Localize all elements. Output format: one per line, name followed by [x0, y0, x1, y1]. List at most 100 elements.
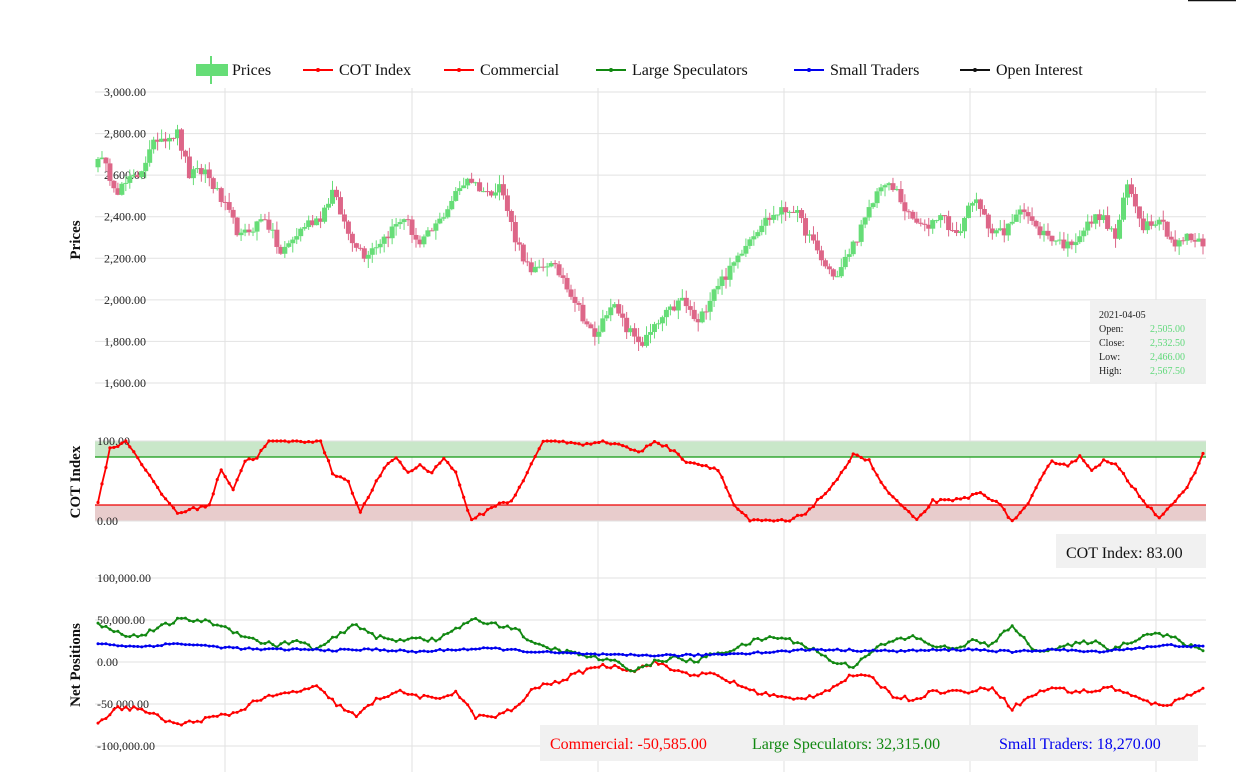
candle-body	[675, 300, 681, 311]
candle-body	[1081, 230, 1087, 237]
cot-point	[179, 510, 184, 515]
commercial-point	[366, 703, 370, 707]
small-traders-point	[116, 644, 120, 648]
candle-body	[222, 201, 228, 203]
cot-point	[943, 498, 947, 502]
candle-body	[632, 328, 638, 337]
large-speculators-point	[625, 667, 629, 671]
candle-body	[874, 191, 880, 204]
cot-point	[187, 507, 192, 512]
candle-body	[624, 317, 630, 333]
commercial-point	[851, 674, 855, 678]
candle-body	[489, 191, 495, 196]
large-speculators-point	[358, 627, 362, 631]
small-traders-point	[716, 652, 720, 656]
commercial-point	[195, 719, 199, 723]
commercial-point	[696, 674, 700, 678]
large-speculators-point	[875, 645, 879, 649]
candle-body	[814, 240, 820, 251]
large-speculators-point	[490, 621, 494, 625]
candle-body	[810, 234, 816, 241]
commercial-point	[299, 689, 303, 693]
commercial-point	[334, 704, 338, 708]
commercial-point	[295, 690, 299, 694]
candle-body	[496, 184, 502, 193]
large-speculators-point	[478, 619, 482, 623]
commercial-point	[676, 669, 680, 673]
small-traders-point	[319, 648, 323, 652]
cot-point	[537, 447, 541, 451]
commercial-point	[871, 676, 875, 680]
cot-point	[466, 508, 470, 512]
commercial-point	[712, 672, 716, 676]
large-speculators-point	[645, 663, 649, 667]
candle-body	[636, 336, 642, 343]
candle-body	[214, 188, 220, 190]
small-traders-point	[974, 647, 978, 651]
commercial-point	[752, 688, 756, 692]
small-traders-point	[462, 647, 466, 651]
commercial-point	[1137, 696, 1141, 700]
commercial-point	[1066, 690, 1070, 694]
cot-point	[1153, 512, 1157, 517]
commercial-point	[319, 687, 323, 691]
commercial-point	[450, 693, 454, 697]
cot-point	[601, 439, 605, 443]
candle-body	[210, 178, 216, 189]
small-traders-point	[700, 654, 704, 658]
large-speculators-point	[541, 644, 545, 648]
candle-body	[1196, 238, 1202, 242]
large-speculators-point	[736, 645, 740, 649]
candle-body	[365, 254, 371, 259]
cot-point	[1054, 461, 1058, 466]
small-traders-point	[804, 649, 808, 653]
cot-point	[740, 510, 744, 515]
cot-point	[497, 501, 502, 505]
large-speculators-point	[1070, 644, 1074, 648]
cot-point	[426, 469, 430, 473]
cot-point	[263, 444, 267, 449]
candle-body	[369, 248, 375, 255]
cot-point	[410, 469, 414, 473]
small-traders-point	[951, 647, 955, 651]
cot-point	[1070, 460, 1074, 464]
commercial-point	[1141, 698, 1145, 702]
cot-point	[780, 518, 784, 522]
commercial-point	[986, 688, 990, 692]
candle-body	[958, 231, 964, 234]
candle-body	[806, 234, 812, 236]
cot-point	[935, 500, 939, 505]
cot-point	[903, 506, 907, 510]
cot-point	[541, 439, 545, 443]
commercial-point	[887, 690, 891, 694]
cot-point	[684, 460, 688, 465]
cot-point	[474, 516, 478, 520]
large-speculators-point	[342, 631, 346, 635]
candle-body	[425, 230, 431, 237]
small-traders-point	[426, 650, 430, 654]
cot-point	[831, 481, 835, 486]
cot-point	[859, 455, 863, 460]
net-positions-readout-item: Commercial: -50,585.00	[550, 736, 707, 753]
commercial-point	[1042, 689, 1046, 693]
cot-point	[1201, 451, 1205, 456]
cot-point	[716, 468, 720, 473]
commercial-point	[982, 686, 986, 690]
small-traders-point	[490, 646, 494, 650]
commercial-point	[426, 694, 430, 698]
commercial-point	[597, 665, 601, 669]
candle-body	[282, 246, 288, 254]
cot-point	[1161, 512, 1165, 516]
large-speculators-point	[144, 633, 148, 637]
cot-point	[803, 512, 808, 516]
candle-body	[640, 342, 646, 346]
small-traders-point	[199, 643, 203, 647]
large-speculators-point	[128, 635, 132, 639]
commercial-point	[955, 688, 959, 692]
large-speculators-point	[1129, 641, 1133, 645]
cot-point	[334, 474, 339, 478]
small-traders-point	[1181, 644, 1185, 648]
large-speculators-point	[823, 654, 827, 658]
net-positions-tick-labels: 100,000.0050,000.000.00-50,000.00-100,00…	[97, 571, 155, 753]
price-tick-label: 1,600.00	[104, 376, 146, 390]
